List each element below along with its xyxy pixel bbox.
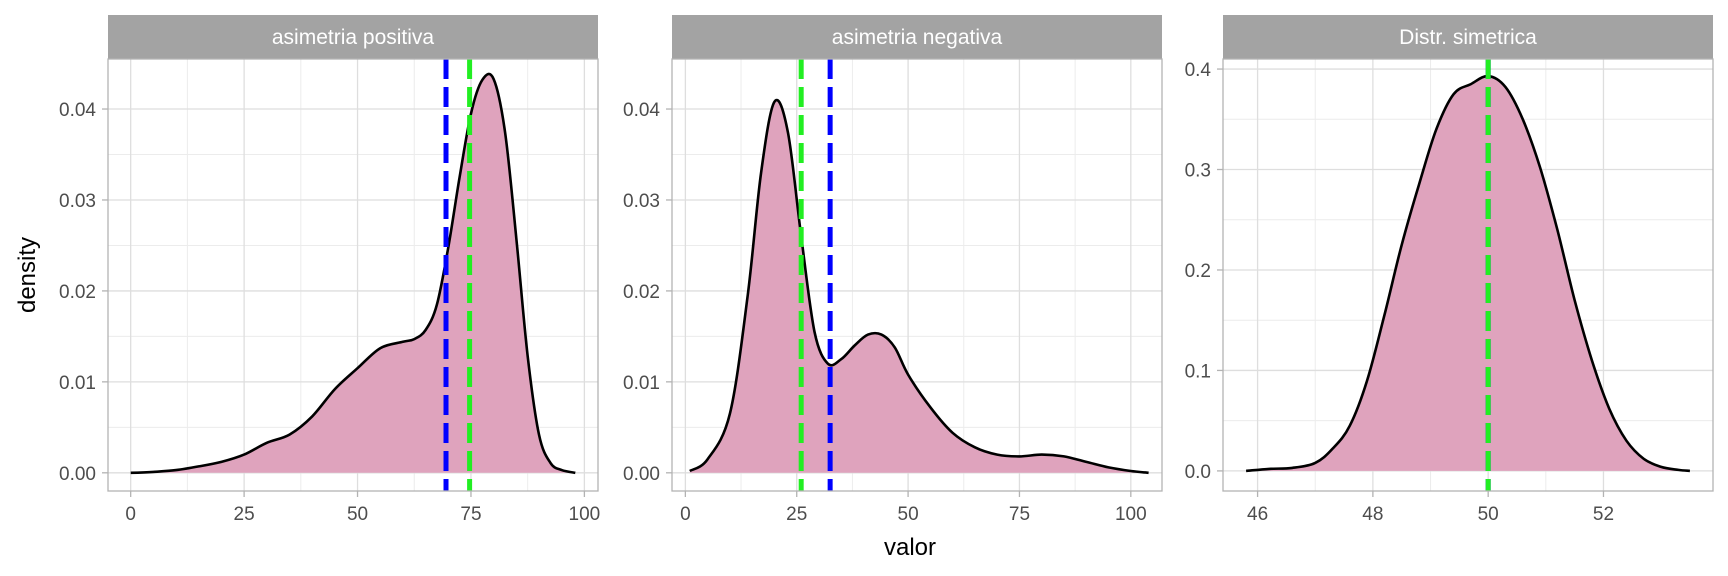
facet-strip — [108, 15, 598, 59]
x-tick-label: 50 — [347, 504, 368, 525]
y-tick-label: 0.00 — [59, 464, 96, 485]
facet-strip — [1223, 15, 1713, 59]
density-area — [1246, 76, 1690, 471]
x-tick-label: 48 — [1362, 504, 1383, 525]
y-tick-label: 0.03 — [623, 191, 660, 212]
density-area — [130, 73, 576, 473]
facet-strip — [672, 15, 1162, 59]
x-tick-label: 25 — [234, 504, 255, 525]
x-tick-label: 50 — [898, 504, 919, 525]
x-axis-title: valor — [884, 534, 936, 561]
x-tick-label: 46 — [1247, 504, 1268, 525]
y-tick-label: 0.3 — [1185, 161, 1211, 182]
x-tick-label: 52 — [1593, 504, 1614, 525]
x-tick-label: 0 — [125, 504, 136, 525]
facet-strip-label: Distr. simetrica — [1399, 26, 1537, 49]
y-tick-label: 0.02 — [623, 282, 660, 303]
y-tick-label: 0.01 — [59, 373, 96, 394]
y-tick-label: 0.4 — [1185, 60, 1212, 81]
y-tick-label: 0.00 — [623, 464, 660, 485]
x-tick-label: 75 — [1009, 504, 1030, 525]
panel-border — [107, 58, 599, 492]
x-tick-label: 50 — [1478, 504, 1499, 525]
panel-border — [1222, 58, 1714, 492]
density-area — [689, 100, 1149, 473]
facet-panel-2: asimetria negativa 0 25 50 75 100 0.00 0.01 0.02… — [623, 15, 1163, 525]
y-axis-title: density — [14, 237, 41, 313]
x-tick-label: 25 — [786, 504, 807, 525]
x-tick-label: 100 — [1115, 504, 1147, 525]
facet-panel-1: asimetria positiva 0 25 50 75 100 0.00 0.01 0.02… — [59, 15, 600, 525]
density-curve — [130, 72, 576, 475]
y-tick-label: 0.01 — [623, 373, 660, 394]
y-tick-label: 0.02 — [59, 282, 96, 303]
y-tick-label: 0.2 — [1185, 261, 1211, 282]
y-tick-label: 0.03 — [59, 191, 96, 212]
facet-panel-3: Distr. simetrica 46 48 50 52 0.0 0.1 0.2 0.3 0.4 — [1185, 15, 1714, 525]
density-curve — [689, 98, 1149, 475]
x-tick-label: 100 — [569, 504, 601, 525]
density-curve — [1245, 74, 1691, 473]
facet-strip-label: asimetria negativa — [832, 26, 1003, 49]
y-tick-label: 0.0 — [1185, 462, 1211, 483]
facet-strip-label: asimetria positiva — [272, 26, 435, 49]
y-tick-label: 0.04 — [59, 100, 96, 121]
x-tick-label: 0 — [680, 504, 691, 525]
panel-border — [671, 58, 1163, 492]
x-tick-label: 75 — [460, 504, 481, 525]
y-tick-label: 0.1 — [1185, 361, 1211, 382]
y-tick-label: 0.04 — [623, 100, 660, 121]
